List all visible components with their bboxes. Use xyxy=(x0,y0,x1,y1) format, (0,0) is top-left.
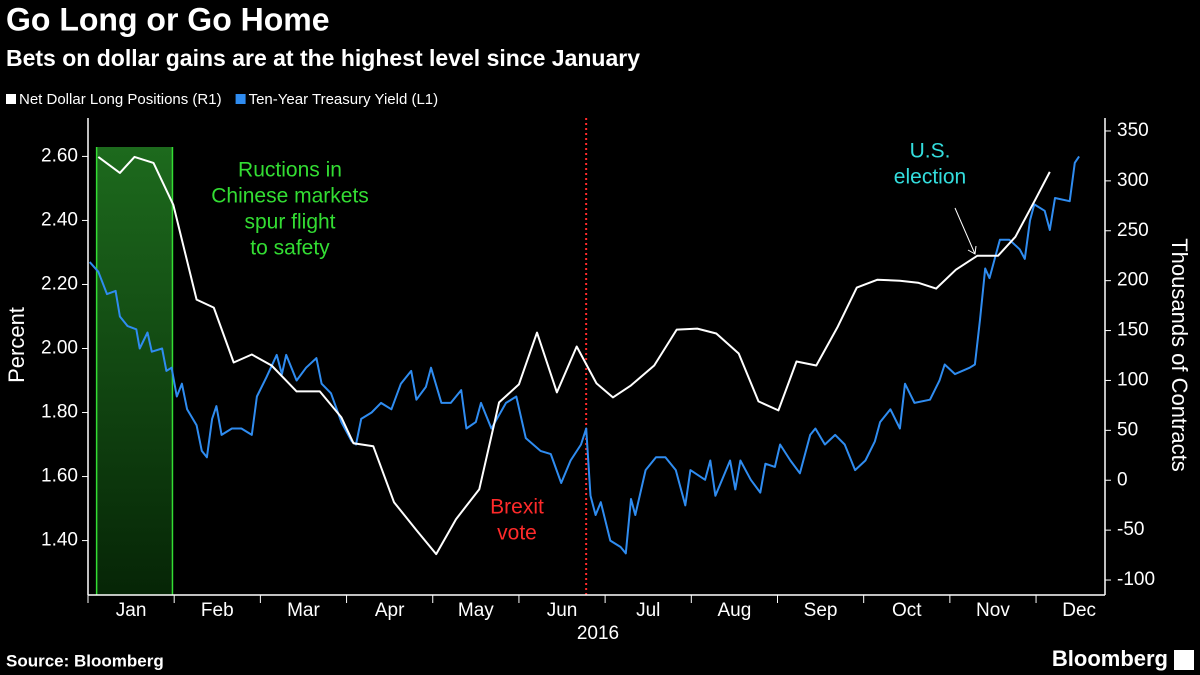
chart-title: Go Long or Go Home xyxy=(6,1,330,37)
legend-label: Net Dollar Long Positions (R1) xyxy=(19,91,222,108)
x-tick-label: Jul xyxy=(636,600,660,621)
legend-swatch xyxy=(6,94,16,104)
y2-tick-label: 0 xyxy=(1117,469,1128,490)
y-tick-label: 2.40 xyxy=(41,209,78,230)
x-tick-label: Dec xyxy=(1062,600,1096,621)
x-tick-label: Mar xyxy=(287,600,320,621)
annotation: Ructions in xyxy=(238,159,342,182)
y2-axis-label: Thousands of Contracts xyxy=(1167,238,1192,472)
x-tick-label: Jan xyxy=(116,600,147,621)
x-tick-label: Jun xyxy=(547,600,578,621)
y-tick-label: 1.60 xyxy=(41,466,78,487)
y-tick-label: 2.20 xyxy=(41,273,78,294)
x-tick-label: Oct xyxy=(892,600,922,621)
y2-tick-label: 150 xyxy=(1117,320,1149,341)
annotation: Chinese markets xyxy=(211,185,369,208)
legend-swatch xyxy=(235,94,246,104)
y2-tick-label: 200 xyxy=(1117,270,1149,291)
y2-tick-label: 50 xyxy=(1117,419,1138,440)
annotation: election xyxy=(894,166,966,189)
y2-tick-label: -50 xyxy=(1117,519,1144,540)
annotation: spur flight xyxy=(244,211,335,234)
x-tick-label: Apr xyxy=(375,600,405,621)
y2-tick-label: 250 xyxy=(1117,220,1149,241)
source: Source: Bloomberg xyxy=(6,651,164,670)
brand: Bloomberg xyxy=(1052,646,1168,671)
x-tick-label: May xyxy=(458,600,494,621)
annotation: U.S. xyxy=(910,140,951,163)
legend-label: Ten-Year Treasury Yield (L1) xyxy=(249,91,439,108)
annotation-arrow xyxy=(954,207,977,255)
y2-tick-label: 100 xyxy=(1117,369,1149,390)
x-axis-label: 2016 xyxy=(577,623,619,644)
chart-subtitle: Bets on dollar gains are at the highest … xyxy=(6,45,640,71)
annotation: vote xyxy=(497,522,537,545)
x-tick-label: Nov xyxy=(976,600,1010,621)
y-tick-label: 2.00 xyxy=(41,338,78,359)
series-line xyxy=(97,155,1051,556)
y-tick-label: 1.80 xyxy=(41,402,78,423)
y2-tick-label: 300 xyxy=(1117,170,1149,191)
annotation: Brexit xyxy=(490,496,544,519)
y2-tick-label: 350 xyxy=(1117,120,1149,141)
y2-tick-label: -100 xyxy=(1117,569,1155,590)
series-line xyxy=(88,155,1080,555)
x-tick-label: Aug xyxy=(717,600,751,621)
annotation: to safety xyxy=(250,237,330,260)
brand-icon xyxy=(1174,650,1194,670)
y-tick-label: 1.40 xyxy=(41,530,78,551)
x-tick-label: Feb xyxy=(201,600,234,621)
x-tick-label: Sep xyxy=(804,600,838,621)
y-axis-label: Percent xyxy=(4,307,29,383)
shaded-period xyxy=(96,147,173,595)
y-tick-label: 2.60 xyxy=(41,145,78,166)
